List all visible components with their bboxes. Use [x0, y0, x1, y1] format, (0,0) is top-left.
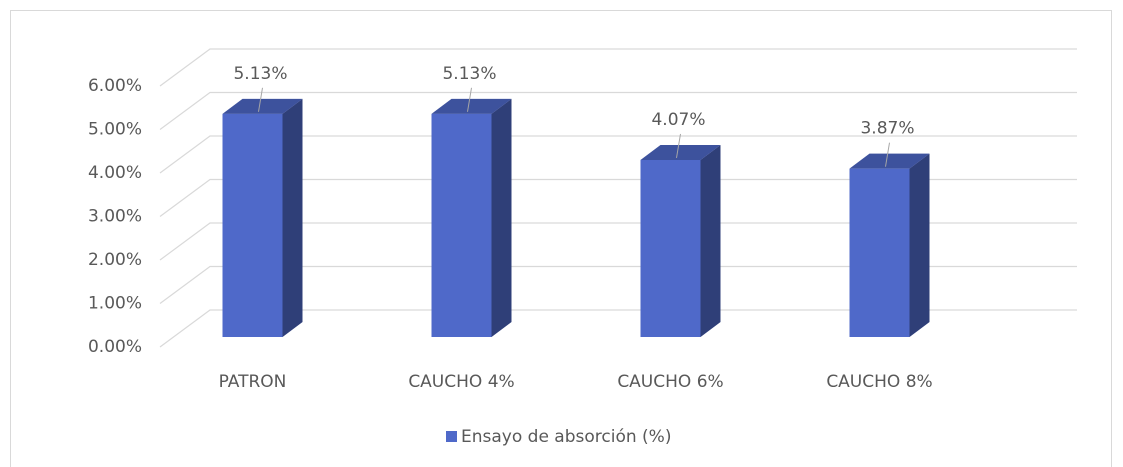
- grid-line: [159, 309, 1077, 348]
- bar: [431, 98, 512, 337]
- bar: [640, 144, 721, 337]
- x-tick-label: CAUCHO 6%: [617, 372, 723, 392]
- bar-front: [849, 168, 910, 337]
- y-tick-label: 2.00%: [88, 250, 142, 270]
- bar-side-shade: [491, 98, 512, 337]
- bar-side-shade: [700, 144, 721, 337]
- bar: [222, 98, 303, 337]
- y-tick-label: 6.00%: [88, 76, 142, 96]
- bar-side: [700, 144, 721, 337]
- bar-side: [909, 153, 930, 337]
- leader-line: [467, 87, 472, 112]
- bar-top: [640, 144, 721, 160]
- grid-line: [159, 178, 1077, 217]
- bar-side-shade: [909, 153, 930, 337]
- bar-top-shade: [640, 144, 721, 160]
- bar-front: [431, 113, 492, 337]
- leader-line: [258, 87, 263, 112]
- leader-line: [676, 133, 681, 159]
- legend-swatch: [446, 431, 457, 442]
- grid-line: [159, 135, 1077, 174]
- grid-line: [159, 265, 1077, 304]
- y-tick-label: 3.00%: [88, 207, 142, 227]
- chart-border: [10, 10, 1112, 467]
- bar-front: [640, 159, 701, 337]
- x-tick-label: CAUCHO 8%: [826, 372, 932, 392]
- grid-line: [159, 91, 1077, 130]
- leader-line: [885, 142, 890, 167]
- y-tick-label: 1.00%: [88, 294, 142, 314]
- bar-front: [222, 113, 283, 337]
- data-label: 4.07%: [651, 110, 705, 130]
- x-tick-label: PATRON: [219, 372, 287, 392]
- bar-top-shade: [431, 98, 512, 114]
- grid-line: [159, 222, 1077, 261]
- y-tick-label: 0.00%: [88, 337, 142, 357]
- x-tick-label: CAUCHO 4%: [408, 372, 514, 392]
- data-label: 5.13%: [233, 64, 287, 84]
- bar-side: [282, 98, 303, 337]
- y-tick-label: 4.00%: [88, 163, 142, 183]
- bar-side-shade: [282, 98, 303, 337]
- bar-top: [222, 98, 303, 114]
- bar-top: [431, 98, 512, 114]
- y-tick-label: 5.00%: [88, 120, 142, 140]
- bar-top: [849, 153, 930, 169]
- grid-line: [159, 48, 1077, 87]
- data-label: 5.13%: [442, 64, 496, 84]
- bar: [849, 153, 930, 337]
- bar-side: [491, 98, 512, 337]
- legend-label: Ensayo de absorción (%): [461, 427, 671, 447]
- data-label: 3.87%: [860, 119, 914, 139]
- bar-top-shade: [222, 98, 303, 114]
- bar-top-shade: [849, 153, 930, 169]
